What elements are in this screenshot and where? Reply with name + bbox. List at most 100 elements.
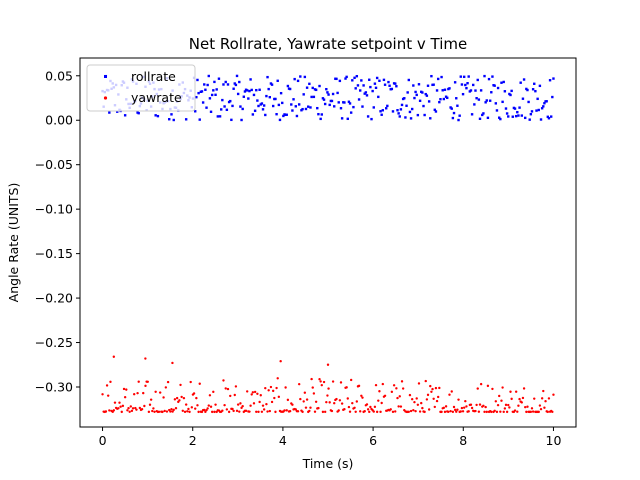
rollrate-point	[502, 80, 505, 84]
rollrate-point	[531, 88, 535, 91]
rollrate-point	[466, 82, 469, 85]
yawrate-point	[170, 408, 173, 411]
rollrate-point	[474, 89, 477, 92]
yawrate-point	[348, 410, 352, 413]
rollrate-point	[321, 97, 325, 100]
yawrate-point	[291, 403, 294, 406]
yawrate-point	[184, 403, 188, 406]
rollrate-point	[505, 112, 509, 115]
yawrate-point	[366, 408, 370, 411]
rollrate-point	[349, 111, 353, 114]
yawrate-point	[188, 410, 191, 414]
rollrate-point	[380, 113, 383, 116]
rollrate-point	[292, 98, 295, 101]
yawrate-point	[296, 410, 300, 413]
rollrate-point	[405, 104, 408, 107]
rollrate-point	[268, 96, 271, 99]
rollrate-point	[400, 103, 404, 107]
yawrate-point	[377, 399, 380, 402]
rollrate-point	[470, 113, 474, 116]
rollrate-point	[446, 96, 449, 100]
yawrate-point	[338, 399, 342, 402]
rollrate-point	[327, 93, 330, 96]
yawrate-point	[135, 408, 138, 411]
yawrate-point	[183, 410, 187, 414]
yawrate-point	[400, 380, 404, 383]
yawrate-point	[148, 403, 152, 406]
yawrate-point	[222, 379, 225, 382]
rollrate-point	[500, 81, 503, 84]
rollrate-point	[440, 75, 443, 79]
yawrate-point	[299, 397, 302, 401]
yawrate-point	[418, 410, 422, 413]
yawrate-point	[227, 410, 231, 414]
rollrate-point	[310, 95, 313, 99]
yawrate-point	[427, 408, 431, 411]
rollrate-point	[236, 92, 240, 96]
yawrate-point	[438, 386, 441, 390]
y-tick-label: −0.15	[35, 246, 73, 261]
rollrate-point	[451, 116, 455, 120]
yawrate-point	[231, 407, 234, 411]
rollrate-point	[337, 101, 340, 104]
yawrate-point	[257, 410, 260, 414]
rollrate-point	[156, 114, 160, 118]
yawrate-point	[513, 409, 517, 412]
legend: rollrate yawrate	[86, 64, 196, 112]
yawrate-point	[451, 410, 455, 414]
rollrate-point	[274, 97, 277, 101]
chart-title: Net Rollrate, Yawrate setpoint v Time	[189, 35, 467, 53]
yawrate-point	[501, 386, 504, 389]
yawrate-point	[112, 409, 116, 412]
yawrate-point	[302, 400, 305, 403]
yawrate-point	[253, 390, 257, 394]
rollrate-point	[473, 103, 476, 106]
yawrate-point	[238, 410, 241, 413]
rollrate-point	[196, 78, 199, 82]
yawrate-point	[521, 396, 525, 400]
rollrate-point	[328, 103, 331, 107]
rollrate-point	[346, 117, 349, 121]
rollrate-point	[282, 114, 285, 118]
rollrate-point	[409, 117, 413, 120]
yawrate-point	[409, 409, 413, 413]
yawrate-point	[484, 405, 487, 409]
yawrate-point	[120, 410, 123, 414]
yawrate-point	[537, 410, 540, 414]
rollrate-point	[413, 96, 416, 100]
rollrate-point	[459, 75, 462, 78]
yawrate-point	[197, 410, 200, 414]
yawrate-point	[178, 399, 181, 402]
rollrate-point	[498, 116, 501, 119]
yawrate-point	[175, 396, 179, 400]
rollrate-point	[548, 79, 552, 82]
yawrate-point	[144, 384, 147, 388]
yawrate-point	[354, 410, 357, 413]
rollrate-point	[499, 117, 502, 121]
rollrate-point	[241, 107, 244, 111]
yawrate-point	[343, 408, 346, 411]
yawrate-point	[374, 383, 378, 387]
rollrate-point	[208, 97, 212, 100]
rollrate-point	[453, 81, 457, 84]
rollrate-point	[335, 77, 338, 81]
rollrate-point	[296, 79, 300, 83]
rollrate-point	[235, 74, 239, 78]
rollrate-point	[534, 89, 537, 93]
yawrate-point	[325, 400, 328, 404]
rollrate-point	[529, 113, 533, 116]
rollrate-point	[331, 92, 335, 96]
rollrate-point	[495, 109, 499, 112]
yawrate-point	[266, 410, 269, 413]
yawrate-point	[448, 393, 451, 396]
legend-label-rollrate: rollrate	[131, 69, 176, 84]
rollrate-point	[293, 77, 296, 81]
y-tick-label: −0.25	[35, 335, 73, 350]
yawrate-point	[143, 404, 146, 408]
rollrate-point	[430, 74, 433, 78]
yawrate-point	[173, 398, 177, 401]
yawrate-point	[510, 397, 513, 401]
rollrate-point	[485, 99, 488, 102]
y-tick-label: −0.10	[35, 202, 73, 217]
yawrate-point	[273, 396, 276, 400]
